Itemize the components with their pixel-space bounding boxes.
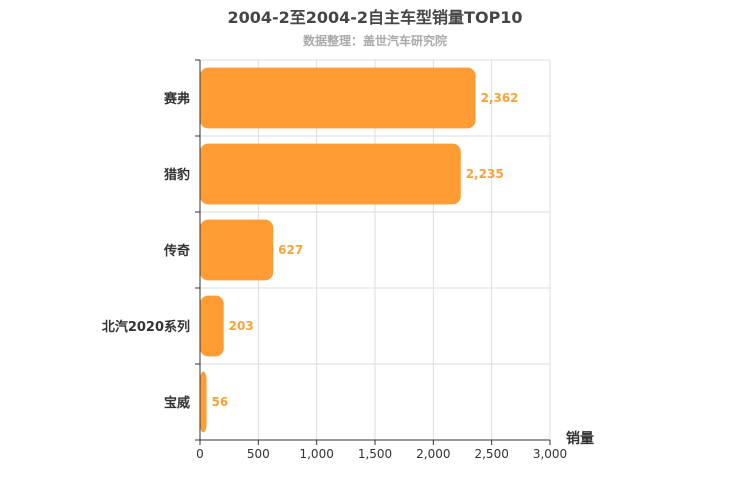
x-tick-label: 1,500 <box>358 447 392 461</box>
category-label: 北汽2020系列 <box>102 319 190 335</box>
x-tick-label: 2,500 <box>474 447 508 461</box>
value-label: 2,362 <box>481 91 519 105</box>
bar <box>200 67 476 129</box>
bar <box>200 219 274 281</box>
chart-title: 2004-2至2004-2自主车型销量TOP10 <box>227 8 523 27</box>
bar <box>200 143 461 205</box>
x-tick-label: 2,000 <box>416 447 450 461</box>
x-tick-label: 3,000 <box>533 447 567 461</box>
value-label: 627 <box>278 243 303 257</box>
x-tick-label: 1,000 <box>299 447 333 461</box>
category-label: 宝威 <box>164 395 190 411</box>
value-label: 203 <box>229 319 254 333</box>
bars: 2,362 2,235 627 203 56 <box>200 67 519 433</box>
chart-subtitle: 数据整理：盖世汽车研究院 <box>302 34 447 48</box>
bar <box>200 371 207 433</box>
bar <box>200 295 224 357</box>
value-label: 2,235 <box>466 167 504 181</box>
x-tick-label: 0 <box>196 447 204 461</box>
x-tick-label: 500 <box>247 447 270 461</box>
x-axis-title: 销量 <box>566 430 594 447</box>
category-label: 赛弗 <box>163 91 190 107</box>
value-label: 56 <box>212 395 229 409</box>
category-label: 传奇 <box>163 243 190 259</box>
category-label: 猎豹 <box>164 167 190 183</box>
